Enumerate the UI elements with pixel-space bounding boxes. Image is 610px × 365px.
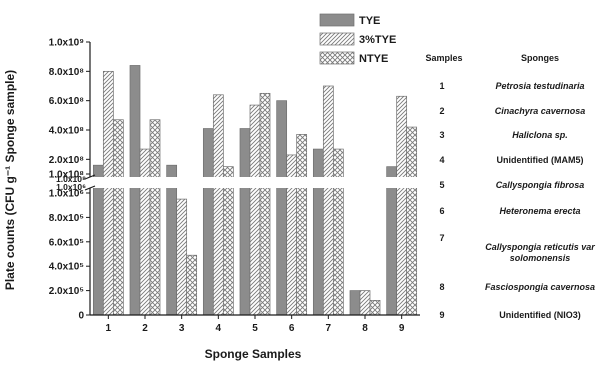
table-row-name: Unidentified (MAM5) [497,155,584,165]
bars [89,65,421,316]
y-tick-label: 8.0x10⁵ [49,213,85,224]
table-row-name: solomonensis [510,253,571,263]
x-tick-label: 4 [216,323,222,334]
y-tick-label: 2.0x10⁵ [49,286,85,297]
table-row-number: 6 [439,206,444,216]
table-row-name: Fasciospongia cavernosa [485,282,595,292]
bar-NTYE-2 [149,119,161,316]
legend: TYE 3%TYE NTYE [319,13,396,65]
bar-NTYE-7 [332,148,344,316]
bar-NTYE-4 [222,166,234,316]
bar-NTYE-6 [296,134,308,316]
table-row-name: Callyspongia fibrosa [496,180,585,190]
table-row-name: Haliclona sp. [512,130,568,140]
bar-NTYE-9 [406,126,418,316]
table-row-number: 9 [439,310,444,320]
bar-3TYE-9 [396,95,408,316]
y-tick-label: 4.0x10⁵ [49,262,85,273]
bar-3TYE-7 [322,85,334,316]
bar-3TYE-4 [212,94,224,316]
x-tick-label: 2 [142,323,148,334]
x-tick-label: 9 [399,323,405,334]
legend-swatch [319,32,355,46]
bar-NTYE-3 [186,254,198,316]
legend-label: TYE [359,15,380,27]
y-break-label: 1.0x10⁶ [56,182,86,192]
table-row-name: Unidentified (NIO3) [499,310,581,320]
x-tick-label: 7 [326,323,332,334]
legend-swatch [319,13,355,27]
table-row-number: 3 [439,130,444,140]
y-tick-label: 1.0x10⁸ [49,170,85,181]
table-row-number: 5 [439,180,444,190]
legend-label: 3%TYE [359,34,396,46]
x-tick-label: 6 [289,323,295,334]
bar-NTYE-5 [259,92,271,316]
bar-NTYE-1 [112,119,124,316]
y-break-label: 1.0x10⁸ [56,174,86,184]
break-mark [84,185,96,191]
table-row-name: Callyspongia reticutis var [485,242,595,252]
y-tick-label: 6.0x10⁵ [49,237,85,248]
bar-3TYE-1 [102,70,114,316]
table-row-number: 4 [439,155,444,165]
x-axis-ticks: 1 2 3 4 5 6 7 8 9 [106,315,405,334]
axis-break-gap [89,177,421,188]
y-tick-label: 6.0x10⁸ [49,96,85,107]
bar-TYE-8 [349,290,361,316]
legend-swatch [319,51,355,65]
table-row-number: 2 [439,106,444,116]
x-tick-label: 1 [106,323,112,334]
table-row-name: Heteronema erecta [499,206,580,216]
bar-TYE-4 [202,128,214,316]
y-tick-label: 0 [78,311,84,322]
y-tick-label: 8.0x10⁸ [49,67,85,78]
bar-3TYE-2 [139,148,151,316]
table-header-samples: Samples [425,53,462,63]
bar-NTYE-8 [369,300,381,316]
table-row-name: Petrosia testudinaria [495,81,584,91]
table-header-sponges: Sponges [521,53,559,63]
bar-3TYE-3 [176,198,188,316]
x-tick-label: 5 [252,323,258,334]
bar-TYE-9 [386,166,398,316]
table-row-name: Cinachyra cavernosa [495,106,586,116]
bar-TYE-7 [312,148,324,316]
bar-TYE-6 [276,100,288,316]
y-tick-label: 2.0x10⁸ [49,155,85,166]
x-tick-label: 3 [179,323,185,334]
x-tick-label: 8 [362,323,368,334]
table-row-number: 1 [439,81,444,91]
y-tick-label: 4.0x10⁸ [49,126,85,137]
sponge-table: Samples Sponges 1 Petrosia testudinaria 2 Cin… [425,53,595,320]
y-axis-title: Plate counts (CFU g⁻¹ Sponge sample) [3,70,17,290]
bar-TYE-2 [129,65,141,316]
x-axis-title: Sponge Samples [205,347,302,361]
bar-3TYE-5 [249,104,261,316]
y-tick-label: 1.0x10⁹ [49,38,85,49]
break-mark [84,174,96,180]
y-axis-ticks: 02.0x10⁵4.0x10⁵6.0x10⁵8.0x10⁵1.0x10⁶1.0x… [49,38,90,322]
table-row-number: 8 [439,282,444,292]
bar-3TYE-8 [359,290,371,316]
bar-TYE-5 [239,128,251,316]
table-row-number: 7 [439,233,444,243]
y-tick-label: 1.0x10⁶ [49,189,84,200]
legend-label: NTYE [359,53,388,65]
